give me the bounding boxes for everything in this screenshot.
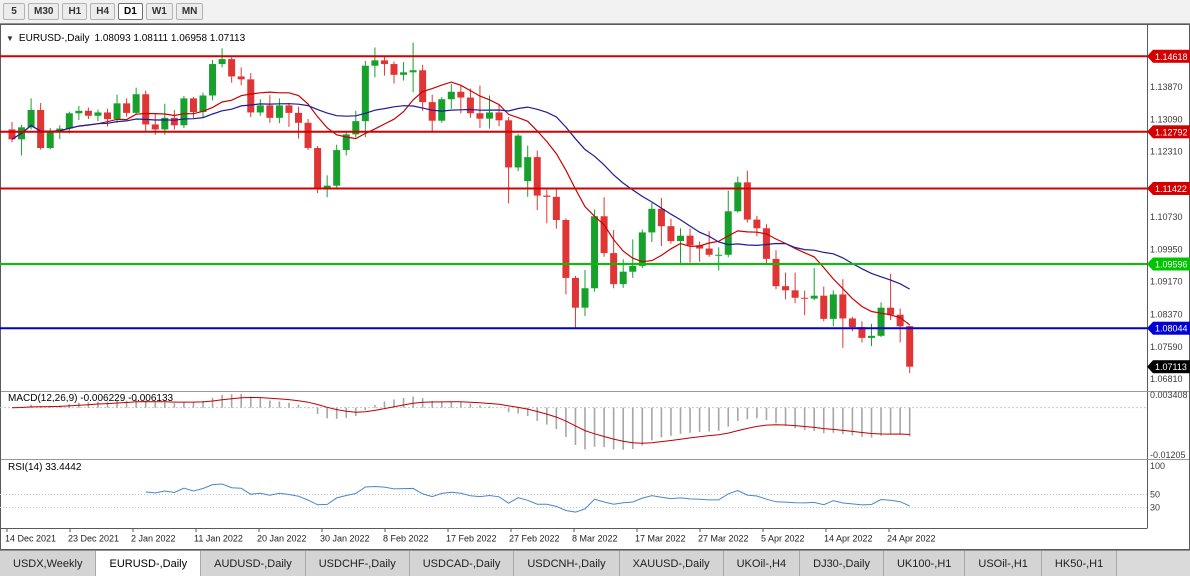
svg-text:17 Feb 2022: 17 Feb 2022 <box>446 534 497 544</box>
period-button-H4[interactable]: H4 <box>90 3 116 20</box>
svg-text:50: 50 <box>1150 490 1160 500</box>
svg-text:30 Jan 2022: 30 Jan 2022 <box>320 534 370 544</box>
chart-tab-hk50-h1[interactable]: HK50-,H1 <box>1041 551 1118 576</box>
svg-text:30: 30 <box>1150 503 1160 513</box>
svg-text:1.09596: 1.09596 <box>1155 260 1188 270</box>
macd-panel[interactable]: 0.003408 -0.01205 <box>0 390 1188 460</box>
chart-tab-ukoil-h4[interactable]: UKOil-,H4 <box>723 551 801 576</box>
svg-text:24 Apr 2022: 24 Apr 2022 <box>887 534 936 544</box>
svg-text:11 Jan 2022: 11 Jan 2022 <box>194 534 243 544</box>
chart-tab-uk100-h1[interactable]: UK100-,H1 <box>883 551 966 576</box>
period-button-D1[interactable]: D1 <box>118 3 143 20</box>
svg-text:23 Dec 2021: 23 Dec 2021 <box>68 534 119 544</box>
period-button-5[interactable]: 5 <box>3 3 25 20</box>
svg-text:1.13090: 1.13090 <box>1150 114 1183 124</box>
chart-tab-usdcnh-daily[interactable]: USDCNH-,Daily <box>514 551 620 576</box>
svg-text:1.09950: 1.09950 <box>1150 244 1183 254</box>
date-axis[interactable]: 14 Dec 2021 23 Dec 2021 2 Jan 2022 11 Jan 2… <box>0 528 1147 544</box>
chart-tab-usdx-weekly[interactable]: USDX,Weekly <box>0 551 97 576</box>
svg-text:1.11422: 1.11422 <box>1155 184 1187 194</box>
svg-text:1.08370: 1.08370 <box>1150 310 1183 320</box>
price-scale[interactable]: 1.13870 1.13090 1.12310 1.10730 1.09950 1.091… <box>1150 82 1183 384</box>
chart-tab-bar: USDX,Weekly EURUSD-,Daily AUDUSD-,Daily USD… <box>0 550 1190 576</box>
timeframe-toolbar: 5 M30 H1 H4 D1 W1 MN <box>0 0 1190 24</box>
collapse-chart-icon[interactable]: ▼ <box>6 34 14 43</box>
svg-text:1.09170: 1.09170 <box>1150 277 1183 287</box>
period-button-M30[interactable]: M30 <box>28 3 60 20</box>
svg-text:14 Dec 2021: 14 Dec 2021 <box>5 534 56 544</box>
svg-text:20 Jan 2022: 20 Jan 2022 <box>257 534 307 544</box>
price-chart-svg[interactable]: 1.14618 1.12792 1.11422 1.09596 1.08044 1.071… <box>0 24 1190 550</box>
svg-text:-0.01205: -0.01205 <box>1150 450 1186 460</box>
macd-signal-line <box>11 396 910 444</box>
chart-tab-eurusd-daily[interactable]: EURUSD-,Daily <box>96 551 202 576</box>
svg-text:27 Mar 2022: 27 Mar 2022 <box>698 534 749 544</box>
chart-tab-usdchf-daily[interactable]: USDCHF-,Daily <box>305 551 410 576</box>
chart-tab-dj30-daily[interactable]: DJ30-,Daily <box>800 551 884 576</box>
period-button-W1[interactable]: W1 <box>145 3 173 20</box>
svg-text:1.13870: 1.13870 <box>1150 82 1183 92</box>
svg-text:0.003408: 0.003408 <box>1150 390 1188 400</box>
svg-text:2 Jan 2022: 2 Jan 2022 <box>131 534 176 544</box>
svg-text:17 Mar 2022: 17 Mar 2022 <box>635 534 686 544</box>
svg-text:1.14618: 1.14618 <box>1155 52 1188 62</box>
svg-text:100: 100 <box>1150 461 1165 471</box>
ma-slow-line <box>11 103 910 290</box>
svg-text:5 Apr 2022: 5 Apr 2022 <box>761 534 805 544</box>
period-button-H1[interactable]: H1 <box>62 3 88 20</box>
svg-text:8 Feb 2022: 8 Feb 2022 <box>383 534 429 544</box>
svg-text:14 Apr 2022: 14 Apr 2022 <box>824 534 873 544</box>
svg-text:1.07590: 1.07590 <box>1150 342 1183 352</box>
chart-area[interactable]: 1.14618 1.12792 1.11422 1.09596 1.08044 1.071… <box>0 24 1190 550</box>
rsi-line <box>145 483 910 513</box>
svg-text:1.06810: 1.06810 <box>1150 374 1183 384</box>
chart-tab-usoil-h1[interactable]: USOil-,H1 <box>965 551 1042 576</box>
svg-text:1.07113: 1.07113 <box>1155 362 1187 372</box>
svg-text:1.12310: 1.12310 <box>1150 147 1183 157</box>
chart-tab-xauusd-daily[interactable]: XAUUSD-,Daily <box>619 551 724 576</box>
candles-layer[interactable] <box>8 42 914 374</box>
period-button-MN[interactable]: MN <box>175 3 204 20</box>
svg-text:27 Feb 2022: 27 Feb 2022 <box>509 534 560 544</box>
chart-tab-audusd-daily[interactable]: AUDUSD-,Daily <box>201 551 306 576</box>
rsi-panel[interactable]: 100 50 30 <box>0 461 1165 513</box>
svg-text:1.08044: 1.08044 <box>1155 324 1188 334</box>
moving-averages-layer <box>11 81 911 326</box>
svg-text:1.12792: 1.12792 <box>1155 127 1188 137</box>
svg-text:8 Mar 2022: 8 Mar 2022 <box>572 534 618 544</box>
horizontal-lines-layer: 1.14618 1.12792 1.11422 1.09596 1.08044 1.071… <box>0 49 1190 374</box>
chart-tab-usdcad-daily[interactable]: USDCAD-,Daily <box>409 551 515 576</box>
ma-fast-line <box>11 81 911 326</box>
svg-text:1.10730: 1.10730 <box>1150 212 1183 222</box>
